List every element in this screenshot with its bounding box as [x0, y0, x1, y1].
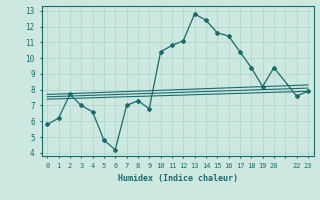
X-axis label: Humidex (Indice chaleur): Humidex (Indice chaleur) — [118, 174, 237, 184]
